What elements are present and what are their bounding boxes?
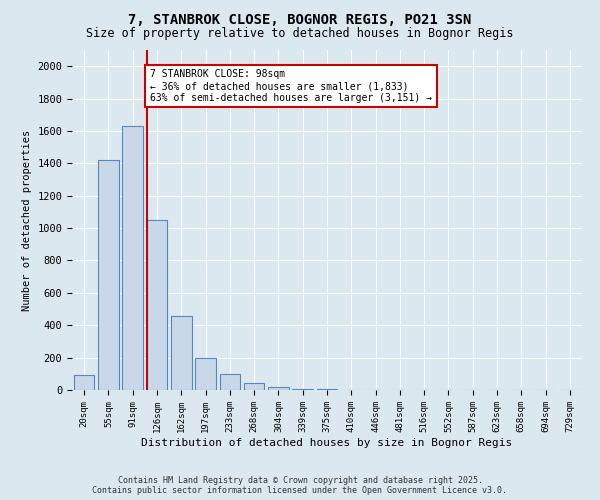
Bar bbox=[122, 126, 143, 390]
Text: Size of property relative to detached houses in Bognor Regis: Size of property relative to detached ho… bbox=[86, 28, 514, 40]
Text: Contains HM Land Registry data © Crown copyright and database right 2025.
Contai: Contains HM Land Registry data © Crown c… bbox=[92, 476, 508, 495]
Bar bbox=[74, 376, 94, 390]
Bar bbox=[171, 316, 191, 390]
Bar bbox=[292, 388, 313, 390]
Bar bbox=[268, 387, 289, 390]
Bar bbox=[195, 358, 216, 390]
Bar bbox=[98, 160, 119, 390]
X-axis label: Distribution of detached houses by size in Bognor Regis: Distribution of detached houses by size … bbox=[142, 438, 512, 448]
Bar bbox=[146, 220, 167, 390]
Bar bbox=[244, 382, 265, 390]
Text: 7, STANBROK CLOSE, BOGNOR REGIS, PO21 3SN: 7, STANBROK CLOSE, BOGNOR REGIS, PO21 3S… bbox=[128, 12, 472, 26]
Bar bbox=[220, 374, 240, 390]
Y-axis label: Number of detached properties: Number of detached properties bbox=[22, 130, 32, 310]
Text: 7 STANBROK CLOSE: 98sqm
← 36% of detached houses are smaller (1,833)
63% of semi: 7 STANBROK CLOSE: 98sqm ← 36% of detache… bbox=[150, 70, 432, 102]
